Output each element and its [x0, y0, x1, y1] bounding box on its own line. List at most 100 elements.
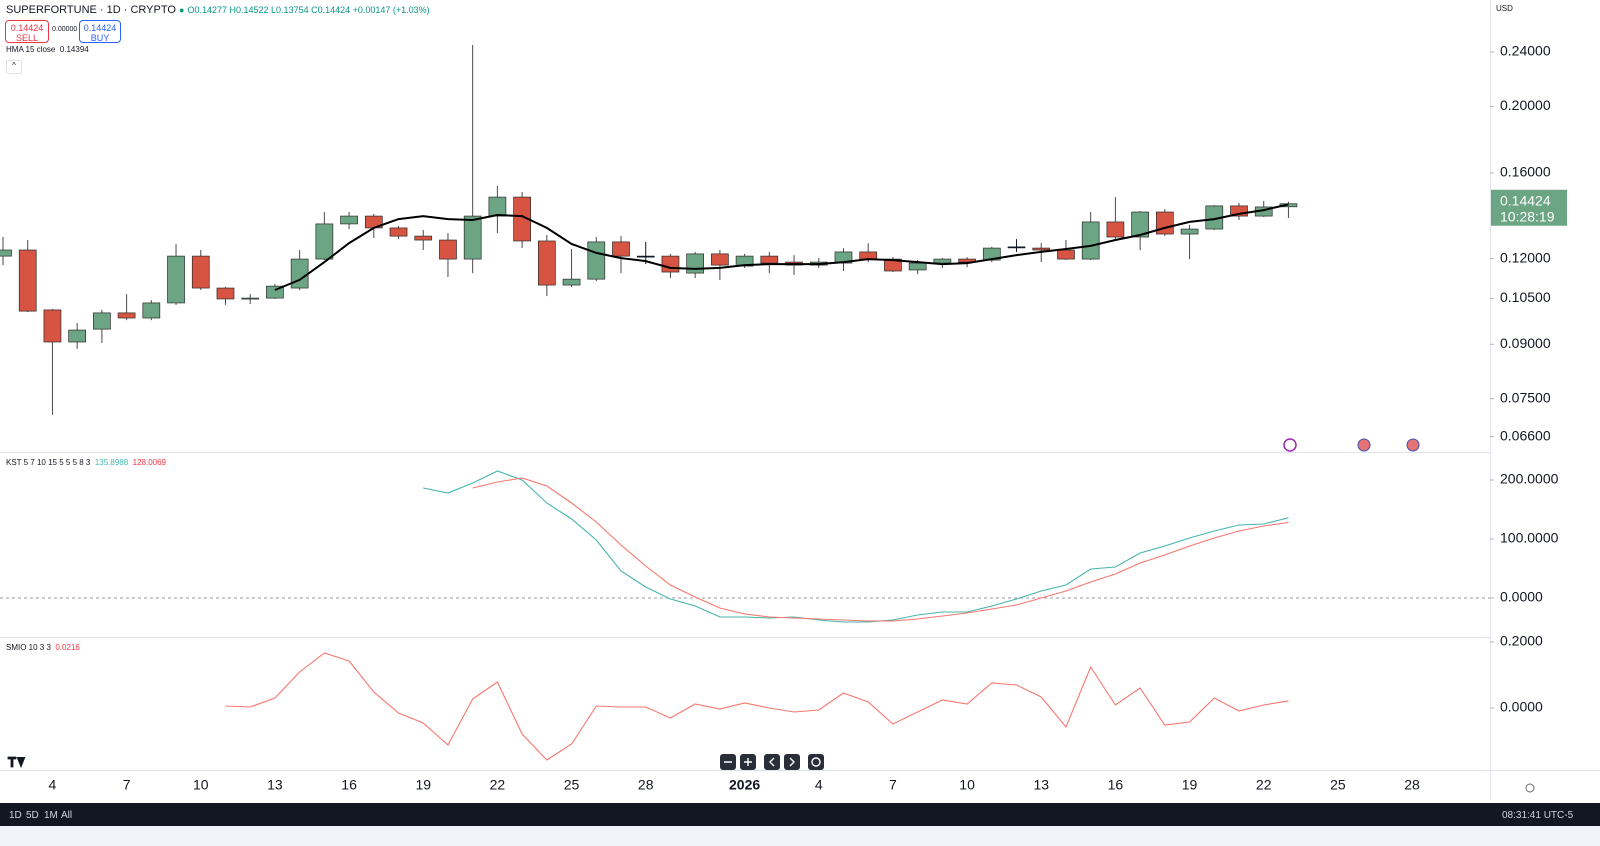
- candle-body: [216, 287, 235, 300]
- candle-body: [1057, 249, 1075, 260]
- settings-icon[interactable]: [1525, 783, 1535, 793]
- x-tick-label: 19: [1182, 777, 1198, 793]
- candle-body: [340, 215, 358, 225]
- x-tick-label: 25: [564, 777, 580, 793]
- timeframe-button[interactable]: All: [61, 810, 73, 821]
- y-tick-label: 0.20000: [1500, 97, 1551, 113]
- y-tick-label: 0.12000: [1500, 249, 1551, 265]
- candle-body: [587, 241, 606, 280]
- buy-price: 0.14424: [83, 23, 117, 33]
- candle-body: [241, 297, 260, 300]
- candle-body: [661, 255, 680, 273]
- event-icons[interactable]: [1283, 438, 1420, 452]
- logo: [7, 756, 26, 769]
- candle-body: [636, 255, 655, 258]
- y-tick-label: 0.24000: [1500, 43, 1551, 59]
- scroll-right-button[interactable]: [784, 754, 800, 770]
- symbol: SUPERFORTUNE · 1D · CRYPTO: [6, 4, 176, 16]
- candle-body: [18, 249, 37, 312]
- candle-body: [68, 329, 87, 343]
- candle-body: [908, 262, 927, 271]
- clock: 08:31:41 UTC-5: [1502, 810, 1574, 821]
- x-tick-label: 22: [1256, 777, 1272, 793]
- buy-button[interactable]: 0.14424 BUY: [79, 20, 121, 43]
- legend-value: 0.0216: [55, 643, 80, 652]
- y-tick-label: 200.0000: [1500, 471, 1559, 487]
- candle-body: [1106, 221, 1125, 238]
- y-tick-label: 0.09000: [1500, 335, 1551, 351]
- y-tick-label: 0.10500: [1500, 289, 1551, 305]
- candle-body: [513, 196, 531, 242]
- currency[interactable]: USD: [1496, 4, 1513, 13]
- candle-body: [958, 258, 976, 263]
- candle-body: [439, 239, 457, 260]
- legend-name: HMA 15 close: [6, 45, 56, 54]
- event-icon[interactable]: [1283, 438, 1297, 452]
- candle-body: [686, 253, 705, 274]
- sell-button[interactable]: 0.14424 SELL: [5, 20, 49, 43]
- pane: [0, 45, 1298, 415]
- spread: 0.00000: [52, 26, 78, 33]
- x-tick-label: 7: [889, 777, 897, 793]
- pane: [225, 652, 1289, 761]
- candle-body: [562, 278, 581, 286]
- candle-body: [488, 196, 507, 217]
- candle-body: [933, 258, 952, 264]
- y-tick-label: 0.0000: [1500, 699, 1543, 715]
- symbol-title: SUPERFORTUNE · 1D · CRYPTO ● O0.14277 H0…: [6, 4, 430, 16]
- kst-legend: KST 5 7 10 15 5 5 5 8 3 135.8988 128.006…: [6, 458, 166, 467]
- reset-button[interactable]: [808, 754, 824, 770]
- legend-name: KST 5 7 10 15 5 5 5 8 3: [6, 458, 91, 467]
- timeframe-button[interactable]: 1M: [44, 810, 58, 821]
- y-tick-label: 100.0000: [1500, 530, 1559, 546]
- x-tick-label: 13: [1033, 777, 1049, 793]
- candle-body: [760, 255, 779, 264]
- hma-legend: HMA 15 close 0.14394: [6, 45, 89, 54]
- y-tick-label: 0.07500: [1500, 389, 1551, 405]
- buy-label: BUY: [90, 33, 110, 43]
- ohlc: O0.14277 H0.14522 L0.13754 C0.14424 +0.0…: [187, 5, 430, 15]
- zoom-toolbar: [720, 754, 824, 770]
- candle-body: [191, 255, 210, 289]
- x-tick-label: 25: [1330, 777, 1346, 793]
- candle-body: [389, 227, 408, 237]
- candle-body: [1081, 221, 1100, 260]
- event-icon[interactable]: [1357, 438, 1371, 452]
- candle-body: [93, 312, 111, 330]
- smio-legend: SMIO 10 3 3 0.0216: [6, 643, 80, 652]
- x-tick-label: 16: [1108, 777, 1124, 793]
- x-tick-label: 19: [415, 777, 431, 793]
- x-tick-label: 13: [267, 777, 283, 793]
- candle-body: [884, 258, 902, 272]
- candle-body: [1230, 205, 1248, 217]
- candle-body: [735, 255, 754, 267]
- timeframe-button[interactable]: 1D: [9, 810, 22, 821]
- legend-value: 135.8988: [94, 458, 129, 467]
- candle-body: [859, 251, 878, 260]
- candle-body: [290, 258, 309, 289]
- timeframe-button[interactable]: 5D: [26, 810, 39, 821]
- legend-value: 128.0069: [132, 458, 167, 467]
- sell-price: 0.14424: [10, 23, 44, 33]
- toolbar-icon: [811, 757, 821, 767]
- toolbar-icons: [724, 757, 795, 767]
- candle-body: [266, 285, 284, 299]
- series-line: [274, 203, 1289, 291]
- legend-name: SMIO 10 3 3: [6, 643, 51, 652]
- scroll-left-button[interactable]: [764, 754, 780, 770]
- y-tick-label: 0.0000: [1500, 589, 1543, 605]
- event-icon[interactable]: [1406, 438, 1420, 452]
- x-tick-label: 4: [815, 777, 823, 793]
- series-line: [472, 477, 1289, 622]
- collapse-button[interactable]: ^: [6, 60, 22, 74]
- y-tick-label: 0.2000: [1500, 633, 1543, 649]
- y-tick-label: 0.16000: [1500, 164, 1551, 180]
- candle-body: [167, 255, 185, 304]
- price-tag-countdown: 10:28:19: [1500, 208, 1555, 224]
- x-tick-label: 10: [959, 777, 975, 793]
- sell-label: SELL: [15, 33, 39, 43]
- x-tick-label: 2026: [729, 777, 760, 793]
- candle-body: [1180, 228, 1199, 235]
- candle-body: [142, 302, 161, 319]
